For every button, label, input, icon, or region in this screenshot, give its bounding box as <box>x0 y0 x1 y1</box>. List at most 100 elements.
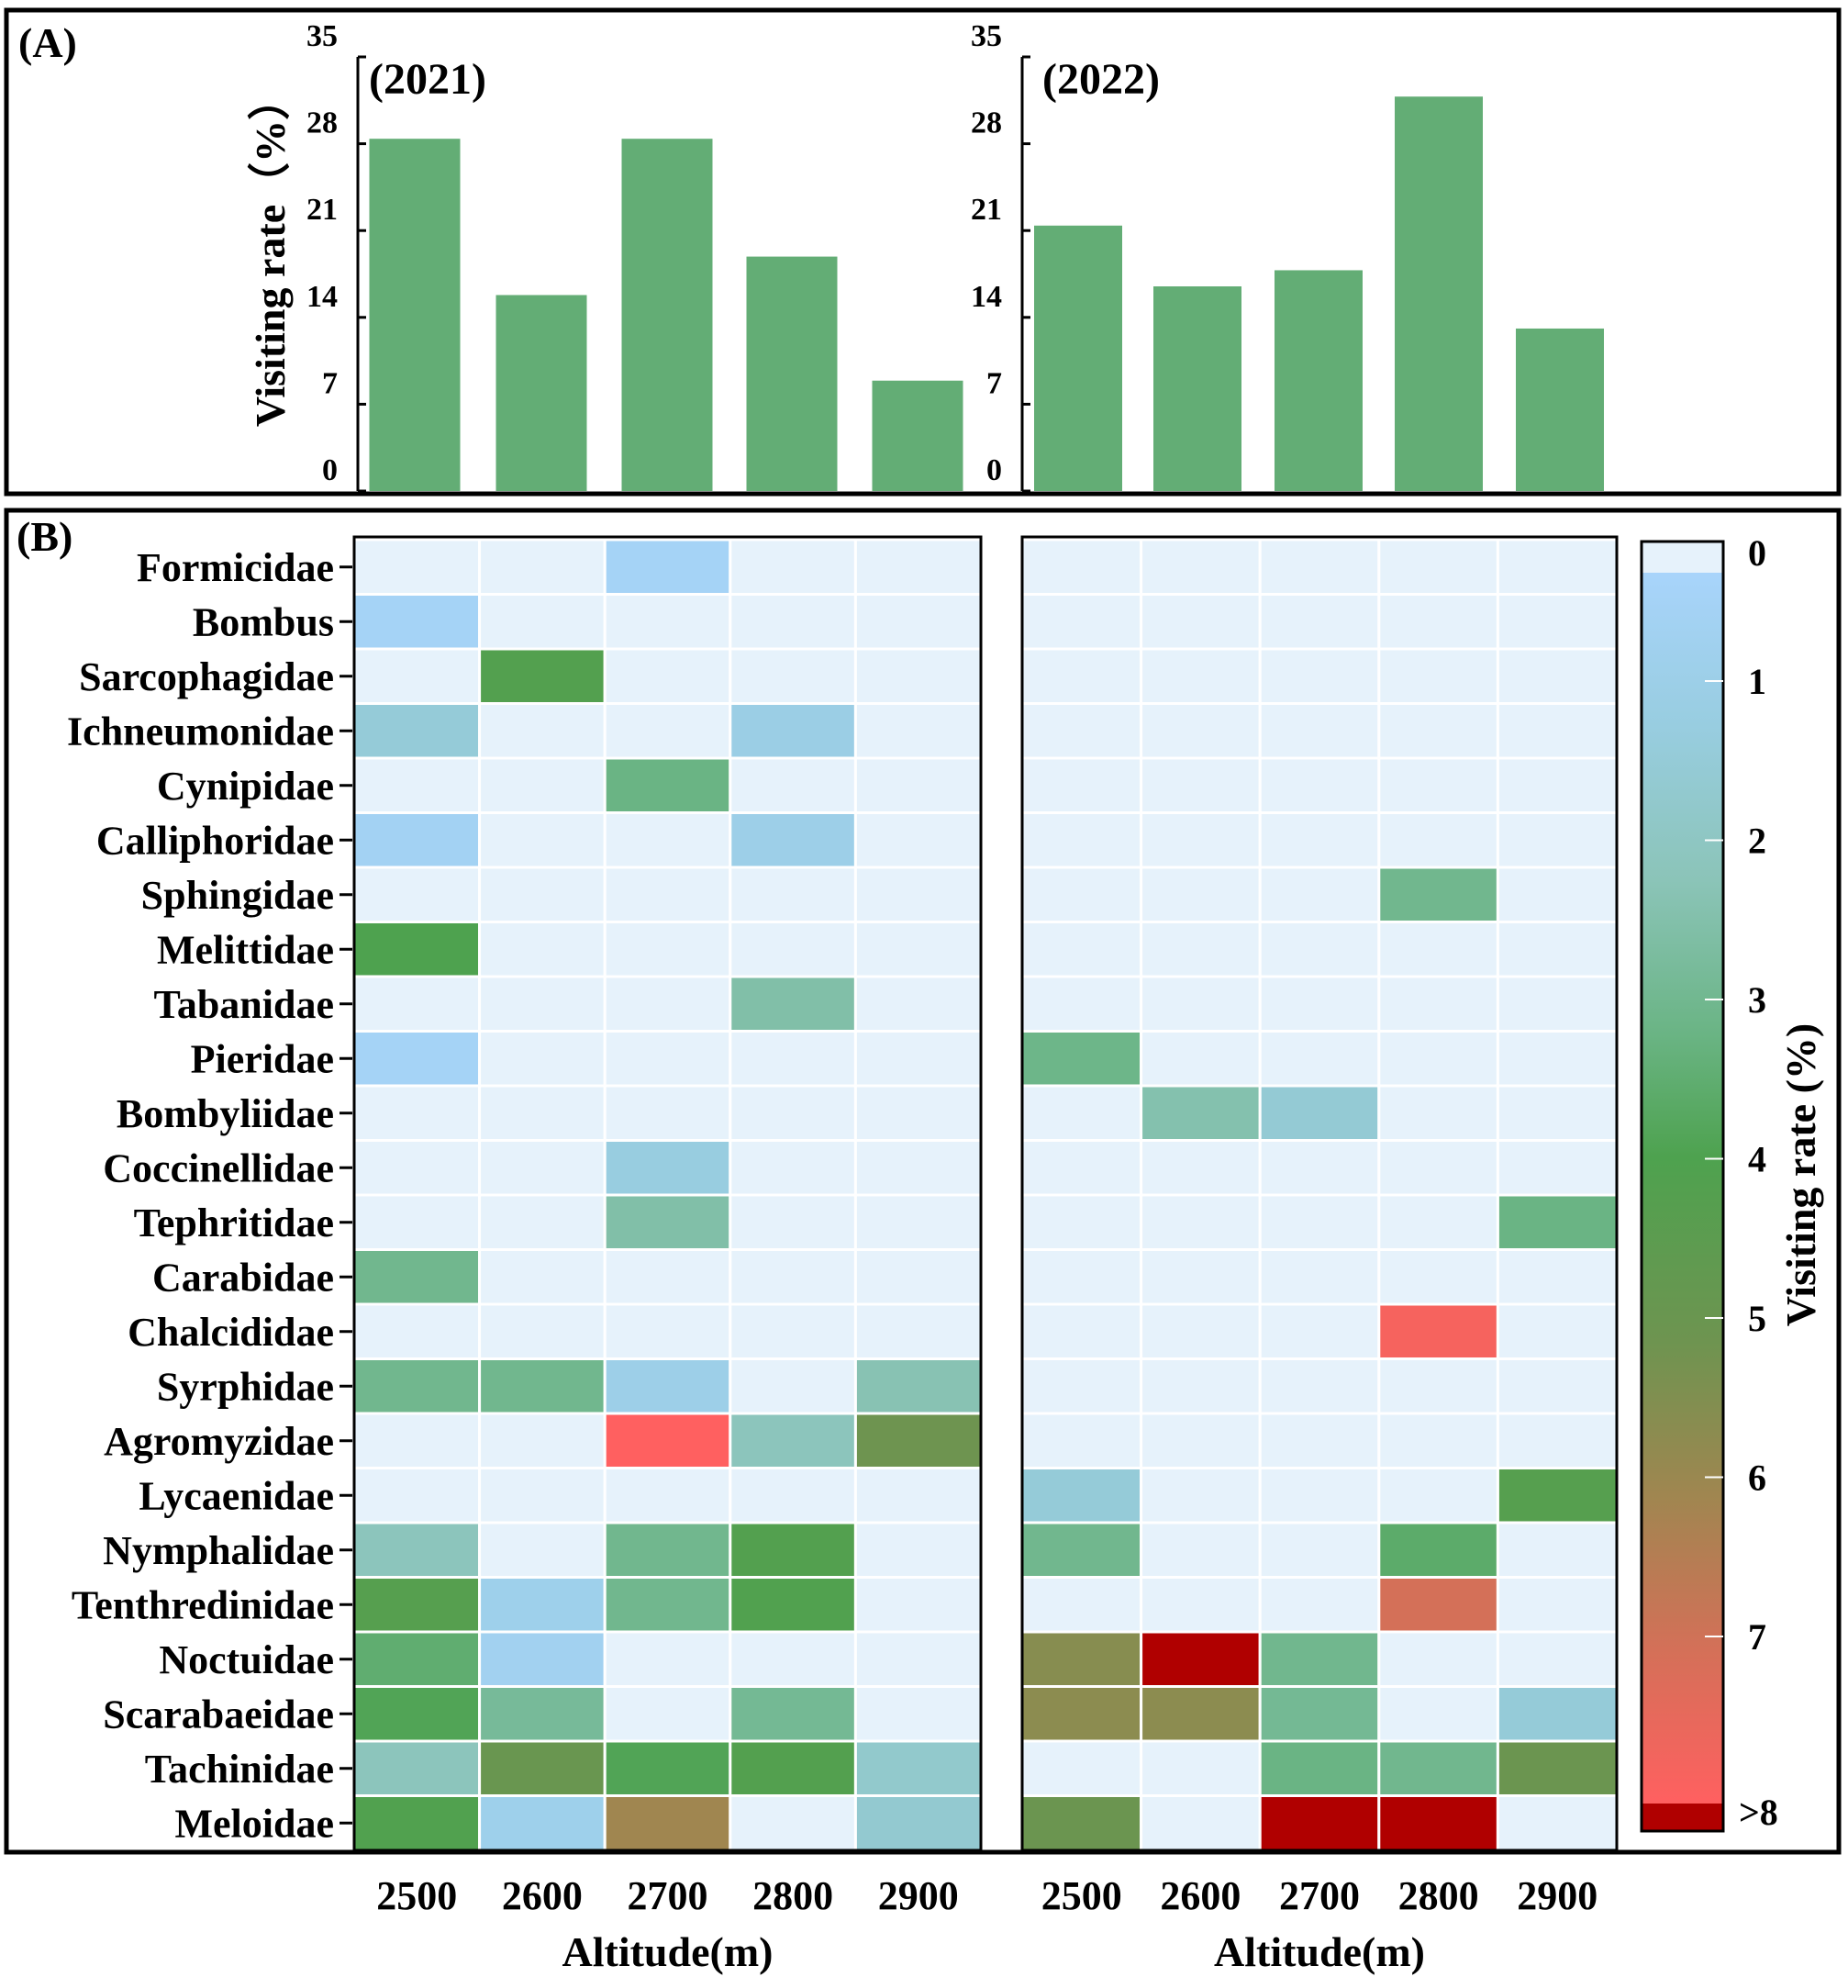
heatmap-cell <box>1258 593 1381 651</box>
heatmap-cell <box>352 593 482 651</box>
heatmap-cell <box>1377 1630 1499 1688</box>
heatmap-cell <box>853 1302 983 1360</box>
heatmap-cell <box>478 1630 607 1688</box>
heatmap-cell <box>1496 866 1619 923</box>
heatmap-x-label: Altitude(m) <box>1214 1928 1425 1975</box>
bar-2900 <box>872 380 963 491</box>
heatmap-cell <box>603 1357 732 1415</box>
heatmap-cell <box>352 1739 482 1797</box>
heatmap-cell <box>853 1139 983 1197</box>
heatmap-cell <box>1140 1467 1262 1525</box>
colorbar-gradient <box>1642 573 1723 1804</box>
heatmap-cell <box>853 1521 983 1579</box>
heatmap-cell <box>729 1030 857 1088</box>
heatmap-cell <box>1496 921 1619 978</box>
heatmap-cell <box>352 1302 482 1360</box>
heatmap-x-tick-label: 2800 <box>752 1873 833 1918</box>
heatmap-frame <box>1020 535 1619 1852</box>
heatmap-cell <box>603 1467 732 1525</box>
heatmap-cell <box>352 1357 482 1415</box>
heatmap-cell <box>853 1630 983 1688</box>
heatmap-cell <box>1020 1794 1143 1852</box>
row-label-scarabaeidae: Scarabaeidae <box>103 1692 334 1737</box>
heatmap-cell <box>729 1248 857 1306</box>
heatmap-cell <box>1496 1630 1619 1688</box>
heatmap-cell <box>1258 538 1381 596</box>
heatmap-cell <box>352 756 482 814</box>
heatmap-cell <box>1258 921 1381 978</box>
row-label-meloidae: Meloidae <box>174 1801 334 1846</box>
heatmap-cell <box>1496 1794 1619 1852</box>
heatmap-cell <box>729 866 857 923</box>
heatmap-cell <box>1258 1794 1381 1852</box>
bar-y-tick-label: 28 <box>971 106 1002 140</box>
heatmap-cell <box>603 1521 732 1579</box>
heatmap-cell <box>603 1794 732 1852</box>
heatmap-cell <box>729 1357 857 1415</box>
heatmap-x-tick-label: 2800 <box>1398 1873 1479 1918</box>
heatmap-cell <box>478 1521 607 1579</box>
heatmap-cell <box>1377 1139 1499 1197</box>
heatmap-cell <box>478 1685 607 1743</box>
heatmap-cell <box>1020 1030 1143 1088</box>
heatmap-cell <box>1020 1193 1143 1251</box>
heatmap-cell <box>603 975 732 1033</box>
heatmap-cell <box>1377 1685 1499 1743</box>
heatmap-cell <box>1020 1521 1143 1579</box>
heatmap-cell <box>729 756 857 814</box>
heatmap-cell <box>1496 702 1619 760</box>
heatmap-cell <box>729 1630 857 1688</box>
heatmap-cell <box>1140 1630 1262 1688</box>
heatmap-cell <box>1496 1139 1619 1197</box>
panel-a-label: (A) <box>18 19 77 66</box>
heatmap-cell <box>729 1685 857 1743</box>
bar-2700 <box>1275 270 1363 491</box>
heatmap-cell <box>352 647 482 705</box>
heatmap-cell <box>1258 1302 1381 1360</box>
row-label-sphingidae: Sphingidae <box>141 873 334 918</box>
heatmap-cell <box>853 1357 983 1415</box>
heatmap-cell <box>1496 975 1619 1033</box>
bar-chart-title: (2021) <box>369 55 486 104</box>
heatmap-cell <box>1377 1357 1499 1415</box>
heatmap-cell <box>853 1193 983 1251</box>
heatmap-cell <box>1496 1193 1619 1251</box>
heatmap-cell <box>1020 1248 1143 1306</box>
heatmap-cell <box>1377 1412 1499 1469</box>
heatmap-cell <box>1020 975 1143 1033</box>
row-label-agromyzidae: Agromyzidae <box>104 1419 334 1464</box>
bar-y-tick-label: 21 <box>306 193 338 227</box>
heatmap-cell <box>729 1739 857 1797</box>
row-label-tephritidae: Tephritidae <box>134 1201 334 1245</box>
row-label-melittidae: Melittidae <box>157 927 334 972</box>
heatmap-cell <box>1140 1521 1262 1579</box>
heatmap-cell <box>1020 1084 1143 1142</box>
heatmap-cell <box>603 1685 732 1743</box>
heatmap-cell <box>1020 756 1143 814</box>
heatmap-cell <box>853 1685 983 1743</box>
heatmap-cell <box>603 647 732 705</box>
row-label-sarcophagidae: Sarcophagidae <box>79 654 334 699</box>
row-label-calliphoridae: Calliphoridae <box>96 818 334 863</box>
colorbar-tick-label: 2 <box>1748 821 1766 862</box>
bar-2500 <box>369 139 461 492</box>
heatmap-cell <box>1496 1739 1619 1797</box>
heatmap-cell <box>1258 1248 1381 1306</box>
heatmap-cell <box>1496 1576 1619 1634</box>
panel-b-label: (B) <box>17 513 72 560</box>
row-label-bombus: Bombus <box>193 599 334 644</box>
heatmap-cell <box>352 1521 482 1579</box>
bar-y-tick-label: 0 <box>322 453 338 487</box>
heatmap-x-label: Altitude(m) <box>562 1928 774 1975</box>
heatmap-cell <box>1020 866 1143 923</box>
heatmap-cell <box>1377 538 1499 596</box>
heatmap-cell <box>478 1467 607 1525</box>
heatmap-x-tick-label: 2500 <box>1041 1873 1122 1918</box>
heatmap-cell <box>1496 593 1619 651</box>
heatmap-cell <box>478 647 607 705</box>
heatmap-cell <box>1377 811 1499 869</box>
heatmap-cell <box>1140 1357 1262 1415</box>
heatmap-cell <box>729 702 857 760</box>
heatmap-cell <box>478 1139 607 1197</box>
